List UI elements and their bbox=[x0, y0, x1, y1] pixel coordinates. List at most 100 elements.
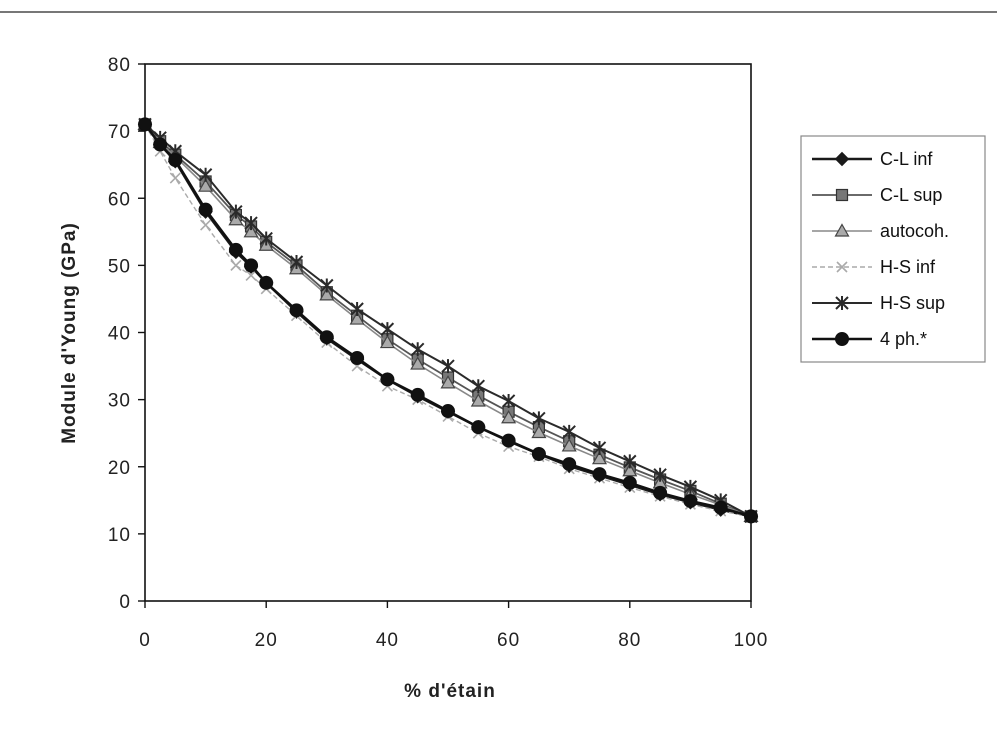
legend: C-L inf C-L sup autocoh. H-S inf H-S sup 4 ph… bbox=[800, 135, 986, 363]
legend-swatch-marker bbox=[835, 332, 849, 346]
series-2 bbox=[138, 118, 758, 523]
data-point bbox=[501, 393, 516, 408]
y-tick-label: 40 bbox=[108, 324, 131, 345]
data-point bbox=[350, 302, 364, 317]
series-4 bbox=[139, 118, 757, 522]
y-tick-label: 20 bbox=[108, 458, 131, 479]
data-point bbox=[471, 420, 486, 435]
data-point bbox=[622, 475, 637, 490]
data-point bbox=[683, 479, 698, 494]
y-tick-label: 60 bbox=[108, 189, 131, 210]
data-point bbox=[410, 387, 425, 402]
legend-item: C-L sup bbox=[812, 185, 942, 205]
x-axis-label: % d'étain bbox=[404, 681, 496, 702]
data-point bbox=[532, 411, 546, 426]
legend-swatch-marker bbox=[834, 151, 850, 167]
data-point bbox=[169, 172, 181, 184]
data-point bbox=[289, 303, 304, 318]
data-point bbox=[562, 424, 576, 439]
data-point bbox=[380, 322, 395, 337]
data-point bbox=[198, 178, 214, 192]
legend-swatch-marker bbox=[834, 223, 850, 237]
data-point bbox=[592, 440, 607, 455]
x-tick-label: 40 bbox=[376, 630, 399, 651]
data-point bbox=[229, 204, 243, 219]
legend-swatch-marker bbox=[835, 296, 849, 310]
data-point bbox=[592, 467, 607, 482]
data-point bbox=[245, 269, 257, 282]
series-3 bbox=[137, 116, 759, 523]
y-tick-label: 70 bbox=[108, 122, 131, 143]
series-line bbox=[144, 123, 752, 518]
legend-label: C-L inf bbox=[880, 149, 933, 169]
y-tick-label: 50 bbox=[108, 256, 131, 277]
data-point bbox=[440, 375, 456, 389]
data-point bbox=[379, 334, 395, 349]
series-line bbox=[144, 123, 752, 518]
y-axis: 0 10 20 30 40 50 60 70 80 bbox=[108, 55, 145, 613]
data-point bbox=[228, 212, 244, 226]
data-point bbox=[622, 463, 638, 477]
x-tick-label: 20 bbox=[255, 630, 278, 651]
y-tick-label: 30 bbox=[108, 391, 131, 412]
data-point bbox=[501, 410, 517, 424]
data-point bbox=[243, 224, 259, 238]
data-point bbox=[320, 278, 334, 293]
data-point bbox=[259, 275, 274, 290]
data-point bbox=[410, 342, 425, 357]
data-point bbox=[200, 219, 212, 231]
legend-item: autocoh. bbox=[812, 221, 949, 241]
series-1 bbox=[137, 117, 759, 524]
legend-label: 4 ph.* bbox=[880, 329, 927, 349]
x-axis: 0 20 40 60 80 100 bbox=[139, 601, 769, 651]
legend-swatch-marker bbox=[836, 261, 848, 273]
data-point bbox=[168, 152, 183, 167]
data-point bbox=[441, 404, 455, 419]
y-tick-label: 0 bbox=[119, 592, 131, 613]
data-point bbox=[623, 454, 637, 469]
x-tick-label: 0 bbox=[139, 630, 151, 651]
data-point bbox=[350, 351, 365, 366]
data-point bbox=[561, 438, 577, 452]
series-line bbox=[143, 123, 752, 518]
data-point bbox=[289, 255, 304, 270]
series-line bbox=[144, 124, 752, 518]
data-point bbox=[744, 509, 758, 524]
y-tick-label: 80 bbox=[108, 55, 131, 76]
data-point bbox=[683, 493, 698, 508]
series-6 bbox=[138, 117, 758, 524]
y-tick-label: 10 bbox=[108, 525, 131, 546]
data-point bbox=[244, 216, 258, 231]
data-point bbox=[531, 424, 547, 439]
data-point bbox=[441, 359, 455, 374]
series-line bbox=[144, 123, 752, 518]
series-layer bbox=[137, 116, 759, 524]
data-point bbox=[713, 500, 728, 515]
data-point bbox=[591, 450, 608, 465]
data-point bbox=[230, 259, 242, 271]
legend-label: C-L sup bbox=[880, 185, 942, 205]
legend-item: C-L inf bbox=[812, 149, 933, 169]
data-point bbox=[259, 231, 273, 246]
series-5 bbox=[138, 117, 758, 524]
legend-item: H-S sup bbox=[812, 293, 945, 313]
data-point bbox=[228, 242, 243, 257]
data-point bbox=[153, 137, 168, 152]
data-point bbox=[653, 467, 667, 482]
legend-item: 4 ph.* bbox=[812, 329, 927, 349]
data-point bbox=[471, 379, 486, 394]
data-point bbox=[470, 393, 486, 407]
data-point bbox=[198, 167, 213, 182]
legend-label: H-S sup bbox=[880, 293, 945, 313]
x-tick-label: 60 bbox=[497, 630, 520, 651]
plot-area-frame bbox=[144, 63, 752, 602]
data-point bbox=[562, 457, 577, 472]
legend-label: H-S inf bbox=[880, 257, 936, 277]
data-point bbox=[319, 330, 334, 345]
data-point bbox=[531, 446, 546, 461]
legend-swatch-marker bbox=[835, 188, 849, 202]
y-axis-label: Module d'Young (GPa) bbox=[59, 222, 80, 444]
x-tick-label: 100 bbox=[734, 630, 769, 651]
